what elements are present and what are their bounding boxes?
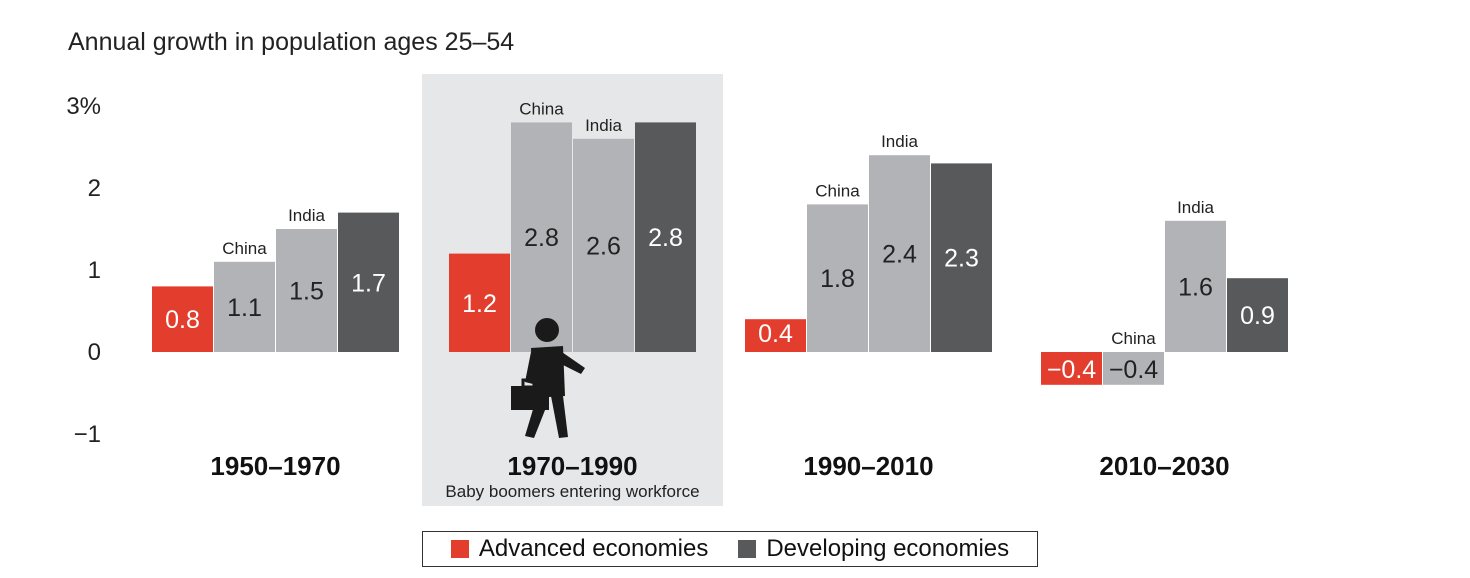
value-label: 1.8 xyxy=(820,265,855,293)
legend-item-developing: Developing economies xyxy=(738,535,1009,563)
bar-india xyxy=(869,155,930,352)
value-label: −0.4 xyxy=(1047,356,1096,384)
value-label: 1.2 xyxy=(462,290,497,318)
period-label: 1990–2010 xyxy=(803,451,933,481)
category-label: China xyxy=(519,99,564,118)
value-label: 2.4 xyxy=(882,241,917,269)
value-label: 1.5 xyxy=(289,278,324,306)
category-label: India xyxy=(1177,198,1214,217)
value-label: 2.6 xyxy=(586,232,621,260)
value-label: 2.8 xyxy=(524,224,559,252)
bar-india xyxy=(573,138,634,352)
legend-label-developing: Developing economies xyxy=(766,535,1010,562)
bar-developing xyxy=(1227,278,1288,352)
value-label: 1.1 xyxy=(227,294,262,322)
y-tick-label: 2 xyxy=(88,175,101,202)
category-label: China xyxy=(815,181,860,200)
value-label: 0.8 xyxy=(165,306,200,334)
value-label: 1.6 xyxy=(1178,273,1213,301)
category-label: China xyxy=(222,239,267,258)
value-label: 2.8 xyxy=(648,224,683,252)
bar-advanced xyxy=(449,253,510,352)
legend-swatch-advanced xyxy=(450,540,469,558)
bar-india xyxy=(276,229,337,352)
category-label: India xyxy=(585,116,622,135)
value-label: 2.3 xyxy=(944,245,979,273)
bar-china xyxy=(807,204,868,352)
bar-advanced xyxy=(152,286,213,352)
growth-chart: Annual growth in population ages 25–54 3… xyxy=(66,28,1288,506)
bar-developing xyxy=(338,212,399,352)
bar-china xyxy=(214,261,275,352)
businessman-walking-icon xyxy=(511,318,585,438)
bar-advanced xyxy=(1041,352,1102,385)
legend-label-advanced: Advanced economies xyxy=(478,535,709,562)
category-label: India xyxy=(288,206,325,225)
bar-developing xyxy=(931,163,992,352)
legend-item-advanced: Advanced economies xyxy=(450,535,709,563)
category-label: China xyxy=(1111,329,1156,348)
category-label: India xyxy=(881,132,918,151)
period-label: 1970–1990 xyxy=(507,451,637,481)
bar-developing xyxy=(635,122,696,353)
y-tick-label: 3% xyxy=(66,93,101,120)
value-label: 0.9 xyxy=(1240,302,1275,330)
chart-title: Annual growth in population ages 25–54 xyxy=(68,28,514,56)
period-label: 1950–1970 xyxy=(210,451,340,481)
y-tick-label: 1 xyxy=(88,257,101,284)
bar-advanced xyxy=(745,319,806,352)
y-tick-label: 0 xyxy=(88,339,101,366)
period-subtitle: Baby boomers entering workforce xyxy=(445,482,699,501)
bar-china xyxy=(511,122,572,353)
y-tick-label: −1 xyxy=(74,421,101,448)
value-label: 0.4 xyxy=(758,320,793,348)
legend: Advanced economies Developing economies xyxy=(422,531,1038,567)
value-label: −0.4 xyxy=(1109,356,1158,384)
bar-india xyxy=(1165,220,1226,352)
period-label: 2010–2030 xyxy=(1099,451,1229,481)
bar-china xyxy=(1103,352,1164,385)
value-label: 1.7 xyxy=(351,269,386,297)
legend-swatch-developing xyxy=(738,540,757,558)
